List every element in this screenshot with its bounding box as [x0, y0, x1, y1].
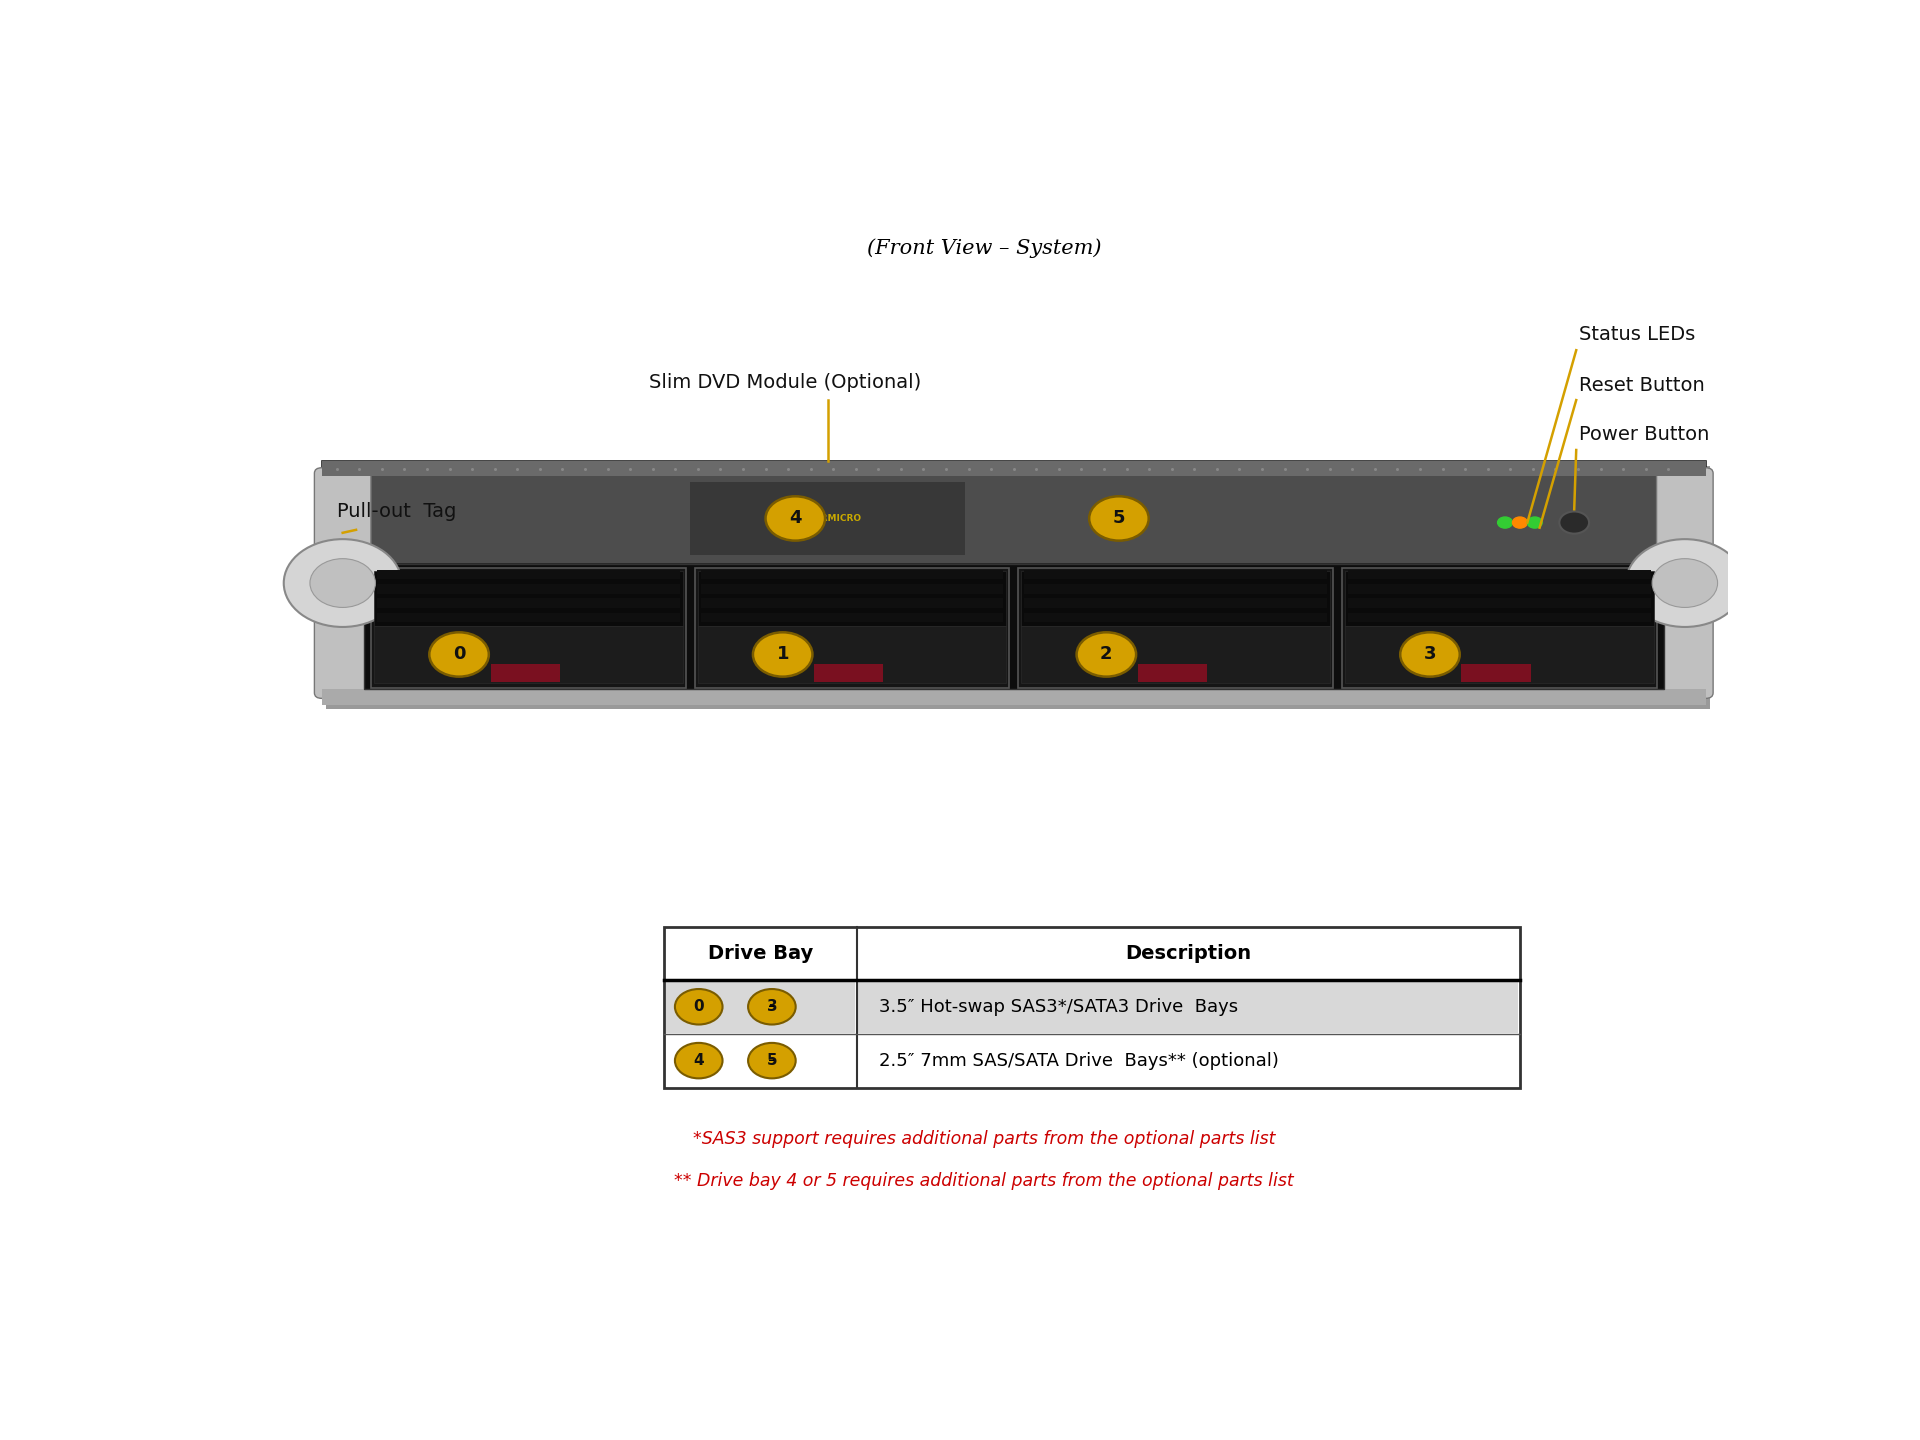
Circle shape	[749, 989, 795, 1024]
FancyBboxPatch shape	[326, 465, 1711, 710]
FancyBboxPatch shape	[1023, 583, 1327, 593]
Text: 4: 4	[693, 1053, 705, 1068]
Text: Power Button: Power Button	[1578, 425, 1709, 445]
FancyBboxPatch shape	[697, 570, 1006, 626]
FancyBboxPatch shape	[315, 468, 371, 698]
Text: Status LEDs: Status LEDs	[1578, 324, 1695, 344]
FancyBboxPatch shape	[323, 461, 1705, 477]
Text: 0: 0	[453, 645, 465, 664]
FancyBboxPatch shape	[1657, 468, 1713, 698]
Text: (Front View – System): (Front View – System)	[866, 239, 1102, 258]
Circle shape	[1498, 517, 1513, 528]
Circle shape	[309, 559, 376, 608]
Circle shape	[1559, 511, 1590, 534]
Circle shape	[676, 989, 722, 1024]
FancyBboxPatch shape	[1348, 612, 1651, 622]
Circle shape	[676, 1043, 722, 1079]
Text: ** Drive bay 4 or 5 requires additional parts from the optional parts list: ** Drive bay 4 or 5 requires additional …	[674, 1172, 1294, 1189]
Text: SUPERMICRO: SUPERMICRO	[795, 514, 862, 523]
FancyBboxPatch shape	[701, 612, 1004, 622]
FancyBboxPatch shape	[371, 569, 685, 688]
Circle shape	[1077, 632, 1137, 677]
Text: 5: 5	[1114, 510, 1125, 527]
Text: Reset Button: Reset Button	[1578, 376, 1705, 395]
FancyBboxPatch shape	[1023, 570, 1327, 579]
Circle shape	[1526, 517, 1542, 528]
FancyBboxPatch shape	[323, 461, 1705, 563]
Circle shape	[1513, 517, 1526, 528]
Text: Pull-out  Tag: Pull-out Tag	[336, 503, 457, 521]
Text: 3: 3	[766, 999, 778, 1014]
Circle shape	[1089, 497, 1148, 540]
Text: 0: 0	[693, 999, 705, 1014]
Text: -: -	[768, 998, 776, 1017]
FancyBboxPatch shape	[701, 598, 1004, 608]
FancyBboxPatch shape	[1344, 625, 1653, 683]
FancyBboxPatch shape	[1023, 612, 1327, 622]
Circle shape	[749, 1043, 795, 1079]
Circle shape	[753, 632, 812, 677]
FancyBboxPatch shape	[701, 570, 1004, 579]
Circle shape	[1651, 559, 1718, 608]
Text: 2.5″ 7mm SAS/SATA Drive  Bays** (optional): 2.5″ 7mm SAS/SATA Drive Bays** (optional…	[879, 1051, 1279, 1070]
FancyBboxPatch shape	[376, 583, 680, 593]
FancyBboxPatch shape	[1021, 570, 1331, 626]
Text: -: -	[768, 1051, 776, 1070]
FancyBboxPatch shape	[1023, 598, 1327, 608]
FancyBboxPatch shape	[814, 664, 883, 683]
FancyBboxPatch shape	[689, 481, 966, 556]
Text: Slim DVD Module (Optional): Slim DVD Module (Optional)	[649, 373, 922, 392]
Text: 3: 3	[1425, 645, 1436, 664]
FancyBboxPatch shape	[490, 664, 561, 683]
Text: Drive Bay: Drive Bay	[708, 943, 812, 963]
FancyBboxPatch shape	[666, 979, 854, 1032]
Circle shape	[1626, 539, 1743, 626]
FancyBboxPatch shape	[376, 612, 680, 622]
FancyBboxPatch shape	[376, 570, 680, 579]
Text: 1: 1	[776, 645, 789, 664]
Text: *SAS3 support requires additional parts from the optional parts list: *SAS3 support requires additional parts …	[693, 1130, 1275, 1148]
Circle shape	[284, 539, 401, 626]
FancyBboxPatch shape	[1018, 569, 1332, 688]
FancyBboxPatch shape	[376, 598, 680, 608]
FancyBboxPatch shape	[701, 583, 1004, 593]
FancyBboxPatch shape	[363, 563, 1665, 690]
FancyBboxPatch shape	[1344, 570, 1653, 626]
Text: 3.5″ Hot-swap SAS3*/SATA3 Drive  Bays: 3.5″ Hot-swap SAS3*/SATA3 Drive Bays	[879, 998, 1238, 1015]
Circle shape	[766, 497, 826, 540]
FancyBboxPatch shape	[858, 979, 1519, 1032]
FancyBboxPatch shape	[1348, 583, 1651, 593]
FancyBboxPatch shape	[697, 625, 1006, 683]
FancyBboxPatch shape	[664, 927, 1519, 1087]
Text: Description: Description	[1125, 943, 1252, 963]
FancyBboxPatch shape	[323, 690, 1705, 706]
Text: 5: 5	[766, 1053, 778, 1068]
FancyBboxPatch shape	[1342, 569, 1657, 688]
FancyBboxPatch shape	[1021, 625, 1331, 683]
Circle shape	[1400, 632, 1459, 677]
Circle shape	[430, 632, 490, 677]
FancyBboxPatch shape	[1348, 570, 1651, 579]
FancyBboxPatch shape	[695, 569, 1010, 688]
FancyBboxPatch shape	[1139, 664, 1208, 683]
FancyBboxPatch shape	[1461, 664, 1530, 683]
Text: 4: 4	[789, 510, 801, 527]
Text: 2: 2	[1100, 645, 1112, 664]
FancyBboxPatch shape	[374, 570, 684, 626]
FancyBboxPatch shape	[374, 625, 684, 683]
FancyBboxPatch shape	[1348, 598, 1651, 608]
